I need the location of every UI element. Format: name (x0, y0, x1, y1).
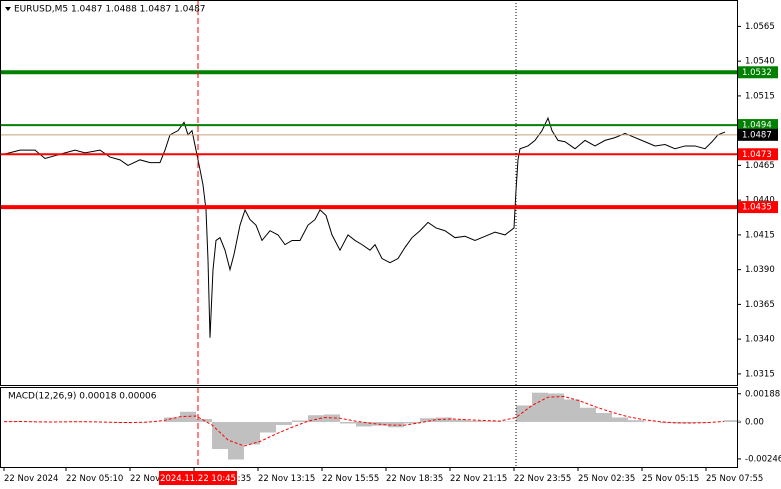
level-label-box (738, 128, 778, 141)
level-label-box (738, 66, 778, 79)
macd-bar (164, 417, 180, 422)
x-tick-label: 22 Nov 21:15 (450, 474, 507, 484)
macd-bar (260, 421, 276, 433)
y-tick-label: 0.00188 (745, 389, 780, 399)
level-label: 1.0532 (742, 68, 772, 78)
x-tick-label: 22 Nov 23:55 (514, 474, 571, 484)
y-tick-label: 0.00 (745, 417, 764, 427)
overlay: 2024.11.22 10:45 (159, 0, 517, 485)
x-tick-label: 25 Nov 07:55 (706, 474, 763, 484)
macd-bar (484, 421, 500, 422)
macd-bar (628, 420, 644, 422)
y-tick-label: 1.0465 (745, 161, 775, 171)
y-tick-label: 1.0540 (745, 57, 775, 67)
macd-bar (516, 405, 532, 422)
crosshair-label-box (159, 471, 237, 485)
macd-bar (244, 421, 260, 445)
macd-bar (308, 415, 324, 422)
x-tick-label: 22 Nov 15:55 (322, 474, 379, 484)
macd-bar (340, 421, 356, 424)
x-tick-label: 25 Nov 02:35 (578, 474, 635, 484)
macd-bar (292, 420, 308, 422)
level-label: 1.0494 (742, 121, 772, 131)
macd-bar (564, 399, 580, 422)
x-tick-label: 22 Nov 18:35 (386, 474, 443, 484)
macd-bar (580, 407, 596, 422)
x-tick-label: 22 Nov 05:10 (66, 474, 123, 484)
macd-bar (276, 421, 292, 425)
macd-bar (452, 419, 468, 422)
level-label-box (738, 148, 778, 161)
y-tick-label: 1.0440 (745, 196, 775, 206)
y-tick-label: 1.0340 (745, 335, 775, 345)
macd-bar (212, 421, 228, 449)
macd-bar (4, 421, 20, 422)
signal-line (3, 395, 725, 447)
y-tick-label: 1.0390 (745, 265, 775, 275)
y-tick-label: 1.0415 (745, 230, 775, 240)
level-label: 1.0435 (742, 203, 772, 213)
level-label: 1.0473 (742, 150, 772, 160)
macd-bar (596, 412, 612, 422)
macd-bar (404, 421, 420, 424)
x-tick-label: 22 Nov 2024 (4, 474, 58, 484)
chart-title: EURUSD,M5 1.0487 1.0488 1.0487 1.0487 (14, 5, 206, 15)
macd-bar (180, 411, 196, 422)
macd-bar (388, 421, 404, 428)
macd-bar (324, 414, 340, 422)
x-tick-label: 22 Nov 07:55 (130, 474, 187, 484)
y-tick-label: 1.0515 (745, 91, 775, 101)
macd-bar (532, 392, 548, 422)
macd-frame (0, 387, 738, 468)
x-tick-label: 22 Nov 13:15 (258, 474, 315, 484)
macd-bar (356, 421, 372, 427)
macd-bar (724, 420, 740, 422)
macd-bar (468, 420, 484, 422)
macd-title: MACD(12,26,9) 0.00018 0.00006 (8, 392, 157, 402)
macd-bar (228, 421, 244, 460)
level-label: 1.0487 (742, 130, 772, 140)
crosshair-label: 2024.11.22 10:45 (160, 474, 236, 484)
y-tick-label: 1.0565 (745, 22, 775, 32)
price-pane: 22 Nov 2024 22 Nov 05:10 22 Nov 07:55 22 No… (0, 22, 778, 484)
level-label-box (738, 201, 778, 214)
y-tick-label: 1.0315 (745, 369, 775, 379)
y-tick-label: 1.0365 (745, 300, 775, 310)
level-label-box (738, 119, 778, 132)
menu-triangle (5, 7, 11, 11)
x-tick-label: 25 Nov 05:15 (642, 474, 699, 484)
macd-bar (548, 393, 564, 422)
y-tick-label: -0.00246 (745, 454, 781, 464)
price-frame (0, 0, 738, 386)
macd-bar (612, 417, 628, 422)
macd-pane: 0.00188 0.00 -0.00246 (3, 389, 781, 471)
macd-bar (420, 418, 436, 422)
